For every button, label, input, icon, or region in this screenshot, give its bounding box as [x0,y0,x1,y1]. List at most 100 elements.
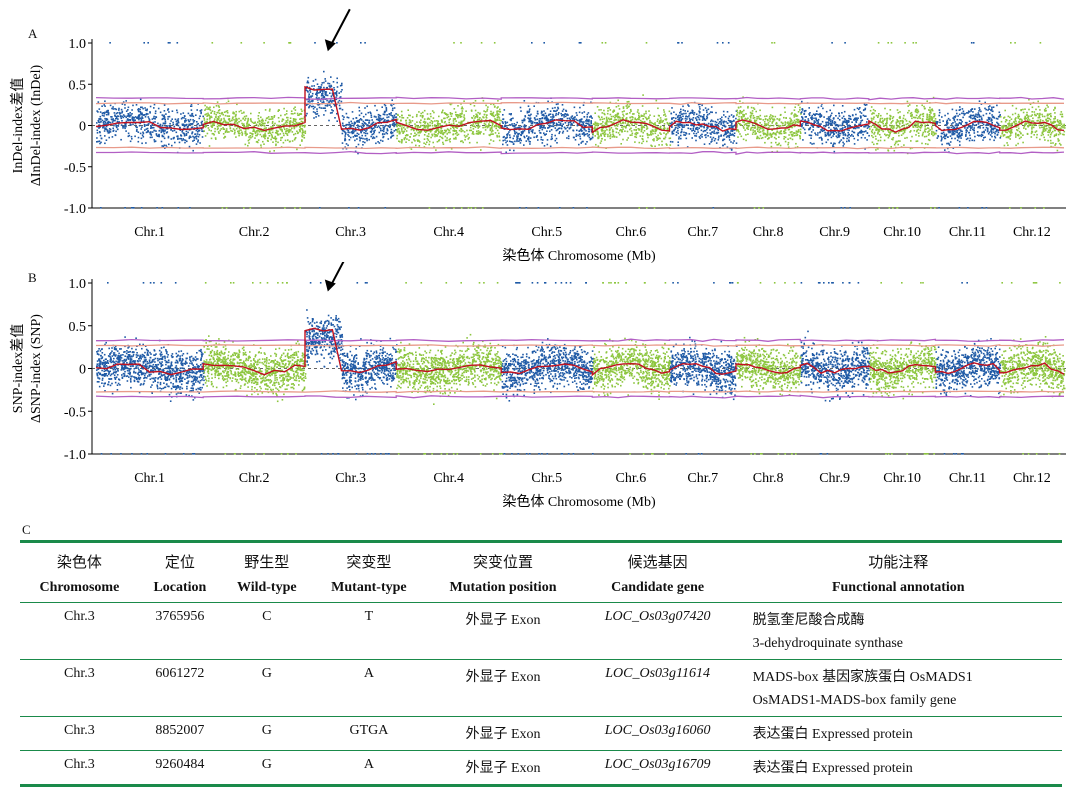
data-point [453,207,455,209]
data-point [103,121,105,123]
data-point [439,136,441,138]
data-point [799,107,801,109]
data-point [339,100,341,102]
data-point [898,112,900,114]
data-point [781,133,783,135]
data-point [355,117,357,119]
data-point [715,112,717,114]
data-point [391,129,393,131]
data-point [708,109,710,111]
data-point [630,110,632,112]
data-point [699,136,701,138]
data-point [657,119,659,121]
data-point [709,113,711,115]
data-point [916,130,918,132]
data-point [291,127,293,129]
data-point [207,108,209,110]
data-point [696,128,698,130]
data-point [418,135,420,137]
data-point [730,134,732,136]
data-point [893,137,895,139]
data-point [658,115,660,117]
data-point [213,107,215,109]
data-point [184,142,186,144]
data-point [293,118,295,120]
data-point [759,122,761,124]
data-point [810,135,812,137]
data-point [277,110,279,112]
data-point [509,149,511,151]
data-point [456,127,458,129]
data-point [447,114,449,116]
data-point [574,107,576,109]
data-point [861,137,863,139]
data-point [341,89,343,91]
data-point [149,111,151,113]
data-point [315,116,317,118]
data-point [579,136,581,138]
data-point [673,130,675,132]
data-point [811,131,813,133]
data-point [583,121,585,123]
data-point [628,106,630,108]
data-point [187,132,189,134]
data-point [435,149,437,151]
data-point [886,126,888,128]
data-point [293,108,295,110]
data-point [681,120,683,122]
data-point [316,95,318,97]
data-point [364,42,366,44]
data-point [156,207,158,209]
data-point [704,119,706,121]
data-point [774,137,776,139]
data-point [562,132,564,134]
data-point [892,207,894,209]
data-point [599,117,601,119]
data-point [640,120,642,122]
data-point [746,125,748,127]
data-point [502,121,504,123]
data-point [460,116,462,118]
data-point [461,207,463,209]
data-point [448,122,450,124]
data-point [844,118,846,120]
data-point [843,145,845,147]
data-point [863,115,865,117]
data-point [348,124,350,126]
data-point [227,131,229,133]
data-point [114,112,116,114]
data-point [820,123,822,125]
data-point [524,124,526,126]
data-point [359,110,361,112]
data-point [471,207,473,209]
data-point [585,143,587,145]
data-point [334,105,336,107]
data-point [236,128,238,130]
data-point [855,121,857,123]
data-point [362,144,364,146]
data-point [512,138,514,140]
data-point [412,120,414,122]
data-point [463,114,465,116]
data-point [916,115,918,117]
data-point [511,118,513,120]
data-point [397,131,399,133]
data-point [515,125,517,127]
data-point [189,146,191,148]
data-point [637,109,639,111]
data-point [828,119,830,121]
data-point [427,123,429,125]
data-point [315,79,317,81]
data-point [727,131,729,133]
data-point [277,142,279,144]
data-point [137,118,139,120]
data-point [710,123,712,125]
data-point [655,133,657,135]
data-point [737,136,739,138]
data-point [173,138,175,140]
data-point [264,128,266,130]
data-point [460,42,462,44]
data-point [713,137,715,139]
data-point [353,125,355,127]
data-point [277,134,279,136]
